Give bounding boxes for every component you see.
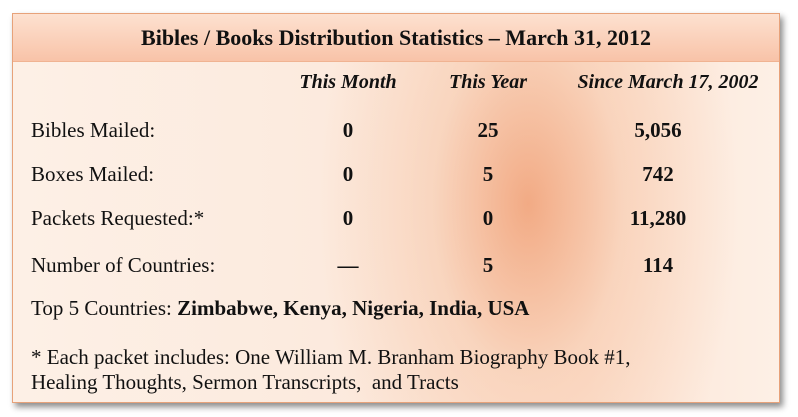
row-label: Number of Countries: bbox=[31, 253, 216, 277]
cell-this-month: 0 bbox=[342, 118, 354, 142]
statistics-card: Bibles / Books Distribution Statistics –… bbox=[12, 13, 780, 403]
top-countries-value: Zimbabwe, Kenya, Nigeria, India, USA bbox=[177, 296, 530, 320]
row-label: Bibles Mailed: bbox=[31, 118, 156, 142]
cell-this-year: 25 bbox=[477, 118, 499, 142]
footnote: * Each packet includes: One William M. B… bbox=[31, 345, 771, 395]
cell-this-year: 5 bbox=[482, 162, 494, 186]
cell-since: 114 bbox=[642, 253, 674, 277]
row-label: Packets Requested:* bbox=[31, 206, 205, 230]
table-title: Bibles / Books Distribution Statistics –… bbox=[13, 14, 779, 62]
top-countries-label: Top 5 Countries: bbox=[31, 296, 178, 320]
cell-this-year: 0 bbox=[482, 206, 494, 230]
column-header-since: Since March 17, 2002 bbox=[577, 71, 759, 93]
cell-since: 11,280 bbox=[629, 206, 687, 230]
cell-this-year: 5 bbox=[482, 253, 494, 277]
cell-this-month: 0 bbox=[342, 206, 354, 230]
footnote-line-1: * Each packet includes: One William M. B… bbox=[31, 345, 631, 369]
cell-since: 5,056 bbox=[634, 118, 682, 142]
cell-since: 742 bbox=[642, 162, 674, 186]
footnote-line-2: Healing Thoughts, Sermon Transcripts, an… bbox=[31, 370, 459, 394]
cell-this-month: — bbox=[337, 253, 359, 277]
row-label: Boxes Mailed: bbox=[31, 162, 155, 186]
cell-this-month: 0 bbox=[342, 162, 354, 186]
column-header-this-year: This Year bbox=[449, 71, 527, 93]
column-header-this-month: This Month bbox=[299, 71, 397, 93]
top-countries: Top 5 Countries: Zimbabwe, Kenya, Nigeri… bbox=[31, 296, 529, 321]
